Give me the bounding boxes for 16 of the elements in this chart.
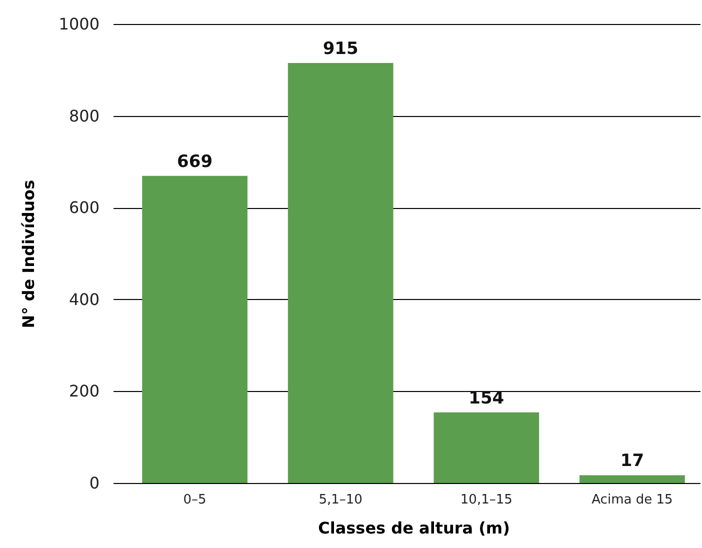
x-tick-label: Acima de 15 xyxy=(592,492,673,508)
x-tick-label: 10,1–15 xyxy=(460,492,512,508)
x-tick-label: 5,1–10 xyxy=(318,492,362,508)
y-tick-label: 600 xyxy=(68,198,100,218)
data-label: 17 xyxy=(620,451,644,472)
data-label: 154 xyxy=(468,388,504,408)
y-axis-title: N° de Indivíduos xyxy=(18,180,38,328)
x-tick-label: 0–5 xyxy=(183,492,206,508)
y-tick-label: 0 xyxy=(89,474,100,492)
y-tick-label: 200 xyxy=(68,382,100,401)
data-label: 669 xyxy=(177,152,213,172)
y-tick-label: 400 xyxy=(68,290,100,309)
y-tick-label: 1000 xyxy=(58,14,100,34)
x-axis-title: Classes de altura (m) xyxy=(318,518,510,538)
data-label: 915 xyxy=(322,39,358,60)
y-tick-label: 800 xyxy=(68,106,100,126)
